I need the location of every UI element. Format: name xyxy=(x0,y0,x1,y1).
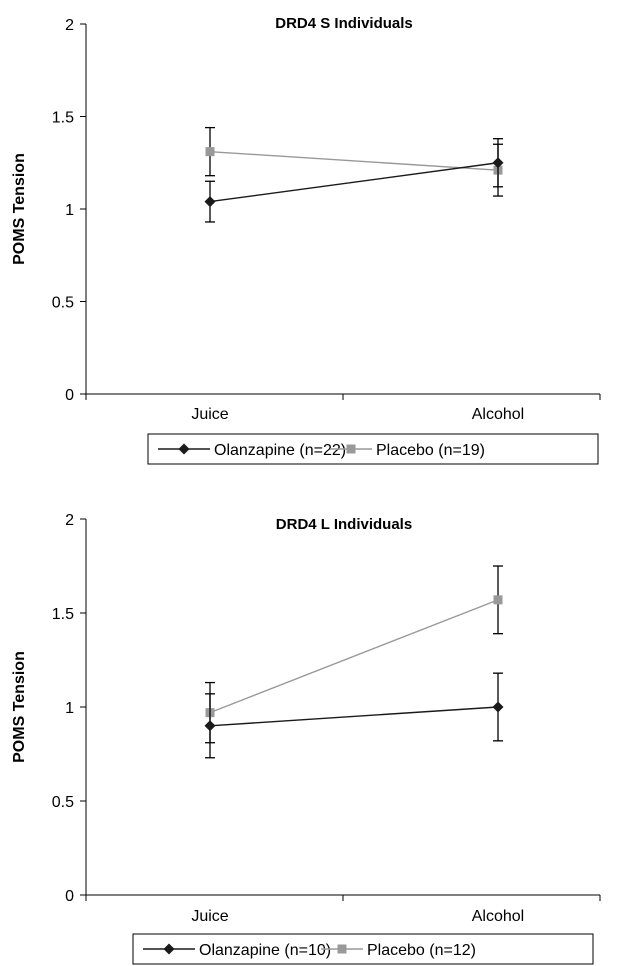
data-point-diamond xyxy=(204,720,216,732)
y-tick-label: 0.5 xyxy=(52,794,74,811)
legend-marker-square xyxy=(346,444,356,454)
x-tick-labels: Juice Alcohol xyxy=(191,908,524,925)
legend-item: Olanzapine (n=22) xyxy=(158,442,346,459)
y-tick-label: 0.5 xyxy=(52,295,74,312)
y-tick-labels: 0 0.5 1 1.5 2 xyxy=(52,17,74,404)
series-line xyxy=(209,150,499,171)
series-olanzapine xyxy=(204,138,504,223)
legend-box xyxy=(147,433,599,465)
y-tick-label: 1 xyxy=(65,700,74,717)
chart-drd4-s: DRD4 S Individuals POMS Tension 0 0.5 1 1.5… xyxy=(11,15,601,465)
series-layer xyxy=(204,126,504,223)
series-layer xyxy=(204,565,504,759)
y-tick-label: 1 xyxy=(65,202,74,219)
series-olanzapine xyxy=(204,672,504,759)
y-axis-label: POMS Tension xyxy=(11,153,28,265)
chart-title: DRD4 S Individuals xyxy=(275,15,413,32)
series-line xyxy=(209,706,499,727)
axes xyxy=(80,518,601,901)
y-tick-label: 1.5 xyxy=(52,110,74,127)
y-axis-label: POMS Tension xyxy=(11,651,28,763)
data-point-square xyxy=(205,147,215,157)
x-tick-labels: Juice Alcohol xyxy=(191,406,524,423)
axes xyxy=(80,23,601,400)
data-point-square xyxy=(493,595,503,605)
legend-marker-diamond xyxy=(178,443,190,455)
chart-title: DRD4 L Individuals xyxy=(276,516,412,533)
legend-item: Olanzapine (n=10) xyxy=(143,942,331,959)
legend-item: Placebo (n=12) xyxy=(321,942,476,959)
y-tick-labels: 0 0.5 1 1.5 2 xyxy=(52,512,74,905)
legend: Olanzapine (n=10) Placebo (n=12) xyxy=(132,933,594,965)
category-label: Juice xyxy=(191,908,228,925)
y-tick-label: 2 xyxy=(65,512,74,529)
legend-label: Placebo (n=19) xyxy=(376,442,485,459)
chart-drd4-l: DRD4 L Individuals POMS Tension 0 0.5 1 1.5… xyxy=(11,512,601,965)
legend-label: Olanzapine (n=10) xyxy=(199,942,331,959)
series-line xyxy=(209,599,499,714)
legend-label: Placebo (n=12) xyxy=(367,942,476,959)
series-placebo xyxy=(205,126,503,197)
category-label: Alcohol xyxy=(472,406,524,423)
data-point-diamond xyxy=(204,196,216,208)
data-point-diamond xyxy=(492,157,504,169)
y-tick-label: 1.5 xyxy=(52,606,74,623)
category-label: Alcohol xyxy=(472,908,524,925)
legend-item: Placebo (n=19) xyxy=(330,442,485,459)
legend-marker-diamond xyxy=(163,943,175,955)
category-label: Juice xyxy=(191,406,228,423)
y-tick-label: 0 xyxy=(65,888,74,905)
y-tick-label: 2 xyxy=(65,17,74,34)
series-line xyxy=(209,162,499,203)
y-tick-label: 0 xyxy=(65,387,74,404)
legend: Olanzapine (n=22) Placebo (n=19) xyxy=(147,433,599,465)
data-point-diamond xyxy=(492,701,504,713)
legend-label: Olanzapine (n=22) xyxy=(214,442,346,459)
legend-marker-square xyxy=(337,944,347,954)
